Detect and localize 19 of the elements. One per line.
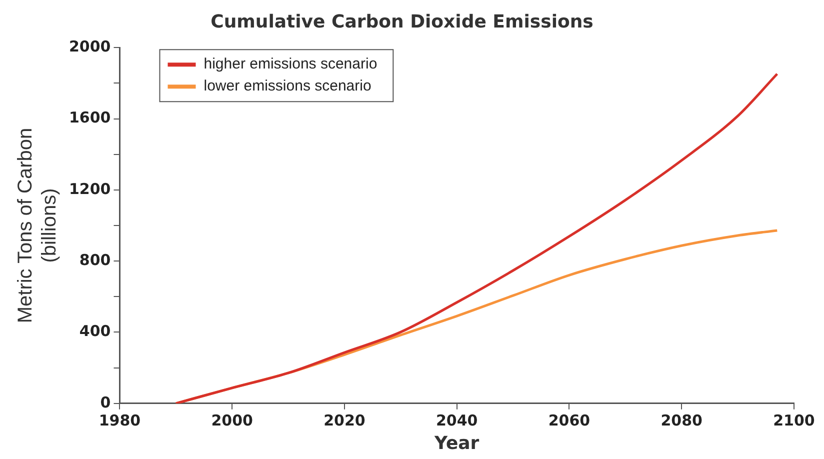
y-tick-label: 400	[79, 322, 111, 340]
legend-label: higher emissions scenario	[204, 56, 378, 73]
y-tick-label: 1200	[69, 180, 111, 198]
x-tick-label: 2020	[324, 411, 366, 430]
x-tick-label: 1980	[98, 411, 141, 430]
chart-title: Cumulative Carbon Dioxide Emissions	[210, 11, 594, 32]
y-tick-label: 1600	[69, 108, 111, 127]
y-tick-label: 2000	[69, 37, 111, 56]
y-tick-label: 0	[100, 393, 111, 412]
line-series	[174, 72, 778, 404]
x-tick-label: 2000	[211, 411, 253, 430]
x-axis-title: Year	[434, 432, 480, 454]
y-tick-label: 800	[79, 250, 111, 269]
y-axis-title: Metric Tons of Carbon (billions)	[14, 128, 61, 324]
x-tick-label: 2060	[548, 411, 590, 430]
x-tick-label: 2040	[436, 411, 478, 430]
legend-label: lower emissions scenario	[204, 78, 372, 95]
x-tick-label: 2100	[773, 411, 815, 430]
x-tick-label: 2080	[660, 411, 702, 430]
